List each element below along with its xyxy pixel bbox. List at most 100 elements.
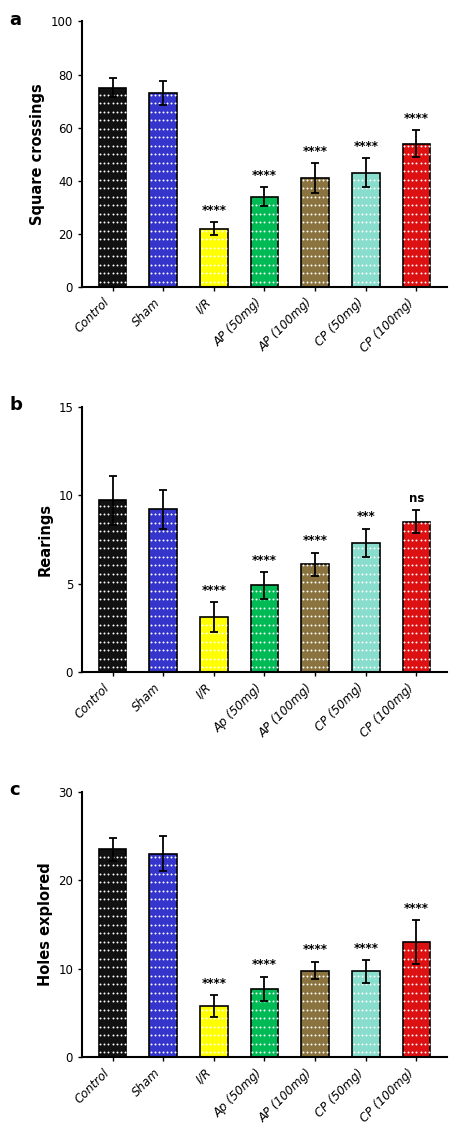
Point: [121, 590, 128, 608]
Point: [117, 506, 124, 524]
Point: [401, 145, 408, 164]
Point: [311, 590, 319, 608]
Point: [370, 538, 377, 557]
Point: [121, 1001, 128, 1019]
Point: [253, 256, 260, 274]
Point: [409, 1043, 416, 1061]
Point: [168, 599, 175, 617]
Point: [105, 222, 112, 240]
Point: [155, 641, 163, 659]
Point: [117, 650, 124, 668]
Point: [159, 908, 167, 926]
Point: [421, 1009, 428, 1027]
Point: [109, 590, 116, 608]
Point: [210, 1001, 218, 1019]
Point: [121, 119, 128, 137]
Point: [152, 170, 159, 189]
Point: [300, 1026, 307, 1044]
Point: [303, 222, 311, 240]
Point: [358, 538, 365, 557]
Point: [159, 933, 167, 951]
Point: [168, 573, 175, 591]
Point: [109, 531, 116, 549]
Point: [354, 265, 361, 283]
Point: [320, 599, 327, 617]
Point: [97, 1009, 104, 1027]
Point: [105, 538, 112, 557]
Point: [210, 273, 218, 291]
Point: [172, 265, 179, 283]
Point: [121, 874, 128, 892]
Point: [421, 1035, 428, 1053]
Point: [155, 128, 163, 147]
Point: [316, 582, 323, 600]
Point: [109, 145, 116, 164]
Point: [401, 1026, 408, 1044]
Point: [101, 941, 108, 959]
Point: [405, 958, 412, 976]
Point: [249, 231, 256, 249]
Point: [117, 599, 124, 617]
Point: [109, 950, 116, 968]
Point: [366, 273, 374, 291]
Point: [307, 599, 315, 617]
Point: [168, 641, 175, 659]
Point: [206, 633, 213, 651]
Point: [168, 582, 175, 600]
Point: [311, 248, 319, 266]
Point: [159, 239, 167, 257]
Point: [155, 1001, 163, 1019]
Point: [307, 1018, 315, 1036]
Point: [425, 607, 432, 625]
Point: [101, 924, 108, 942]
Point: [421, 256, 428, 274]
Point: [273, 616, 280, 634]
Point: [159, 170, 167, 189]
Point: [370, 1043, 377, 1061]
Point: [113, 565, 120, 583]
Point: [147, 94, 155, 112]
Point: [273, 1043, 280, 1061]
Point: [101, 86, 108, 105]
Point: [401, 1001, 408, 1019]
Point: [105, 204, 112, 223]
Point: [273, 590, 280, 608]
Point: [117, 950, 124, 968]
Point: [97, 128, 104, 147]
Point: [113, 590, 120, 608]
Point: [113, 950, 120, 968]
Point: [168, 521, 175, 540]
Point: [253, 599, 260, 617]
Point: [320, 590, 327, 608]
Point: [374, 616, 382, 634]
Point: [147, 1026, 155, 1044]
Point: [168, 933, 175, 951]
Point: [113, 1043, 120, 1061]
Point: [413, 1009, 420, 1027]
Point: [421, 984, 428, 1002]
Point: [269, 641, 276, 659]
Point: [97, 590, 104, 608]
Point: [147, 239, 155, 257]
Point: [354, 658, 361, 676]
Point: [117, 128, 124, 147]
Point: [311, 197, 319, 215]
Point: [316, 984, 323, 1002]
Point: [425, 265, 432, 283]
Point: [121, 136, 128, 154]
Point: [152, 128, 159, 147]
Point: [303, 650, 311, 668]
Point: [152, 506, 159, 524]
Point: [164, 214, 171, 232]
Point: [121, 1026, 128, 1044]
Point: [109, 958, 116, 976]
Point: [425, 992, 432, 1010]
Point: [409, 556, 416, 574]
Point: [164, 599, 171, 617]
Point: [300, 658, 307, 676]
Point: [350, 967, 357, 985]
Point: [152, 992, 159, 1010]
Point: [159, 513, 167, 532]
Point: [172, 1026, 179, 1044]
Point: [155, 531, 163, 549]
